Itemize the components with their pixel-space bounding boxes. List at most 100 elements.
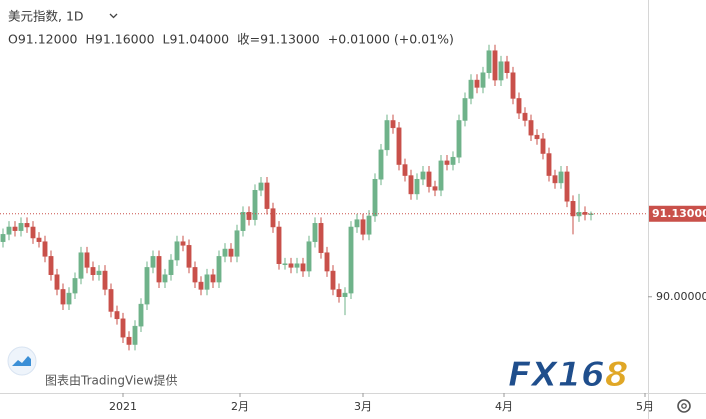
candle-body — [48, 256, 54, 275]
legend-item: 收=91.13000 — [237, 32, 320, 47]
interval-chevron[interactable] — [109, 13, 118, 19]
legend-item: H91.16000 — [85, 32, 154, 47]
candle-body — [444, 160, 450, 165]
candle-body — [414, 178, 420, 195]
candle-body — [306, 241, 312, 272]
candle-body — [66, 292, 72, 305]
candle-body — [348, 226, 354, 294]
candle-body — [252, 190, 258, 220]
candle-body — [138, 303, 144, 327]
tradingview-icon — [7, 346, 37, 376]
last-price-label: 91.13000 — [652, 207, 706, 220]
candle-body — [474, 79, 480, 88]
candle-body — [366, 215, 372, 235]
candle-body — [426, 171, 432, 187]
candle-body — [540, 138, 546, 154]
candle-body — [174, 241, 180, 261]
candle-body — [84, 252, 90, 268]
candle-body — [438, 160, 444, 191]
candle-body — [408, 175, 414, 195]
candle-body — [420, 171, 426, 180]
candle-body — [216, 256, 222, 283]
candle-body — [228, 248, 234, 257]
candle-body — [360, 219, 366, 235]
candle-body — [486, 50, 492, 73]
logo-accent: 8 — [605, 355, 629, 395]
candle-body — [492, 50, 498, 81]
candle-body — [402, 164, 408, 176]
candle-body — [378, 149, 384, 180]
plot-area — [0, 44, 648, 351]
candle-body — [162, 274, 168, 283]
candle-body — [42, 241, 48, 257]
candle-body — [78, 252, 84, 279]
candle-body — [120, 318, 126, 338]
x-tick-label: 3月 — [354, 400, 372, 413]
candle-body — [294, 263, 300, 268]
candle-body — [282, 263, 288, 265]
candle-body — [198, 281, 204, 290]
candle-body — [564, 171, 570, 202]
candle-body — [396, 127, 402, 165]
logo: FX168 — [508, 355, 628, 395]
candle-body — [270, 208, 276, 228]
candle-body — [342, 292, 348, 298]
candle-body — [432, 186, 438, 191]
candle-body — [96, 270, 102, 275]
candle-body — [384, 120, 390, 151]
candle-body — [144, 267, 150, 305]
candle-body — [264, 182, 270, 209]
candle-body — [114, 311, 120, 320]
last-price-box — [649, 205, 706, 222]
legend-item: L91.04000 — [163, 32, 230, 47]
candle-body — [156, 256, 162, 283]
candle-body — [12, 226, 18, 231]
candle-body — [24, 223, 30, 228]
candle-body — [528, 120, 534, 136]
candle-body — [60, 289, 66, 305]
x-tick-label: 2月 — [231, 400, 249, 413]
candle-body — [132, 325, 138, 345]
candle-body — [126, 336, 132, 345]
attribution: 图表由TradingView提供 — [45, 373, 178, 388]
candle-body — [150, 256, 156, 268]
ohlc-legend: O91.12000 H91.16000 L91.04000 收=91.13000 +0.… — [8, 32, 454, 47]
legend-item: +0.01000 (+0.01%) — [328, 32, 454, 47]
x-tick-label: 4月 — [495, 400, 513, 413]
x-tick-label: 5月 — [636, 400, 654, 413]
chart-title: 美元指数, 1D — [8, 9, 84, 24]
candle-body — [450, 156, 456, 165]
candle-body — [30, 226, 36, 239]
candle-body — [222, 248, 228, 257]
candle-body — [312, 223, 318, 242]
candle-body — [180, 241, 186, 246]
candle-body — [0, 234, 6, 242]
candle-body — [240, 212, 246, 231]
y-tick-label: 90.00000 — [656, 290, 706, 303]
candle-body — [318, 223, 324, 253]
candle-body — [510, 72, 516, 99]
candle-body — [522, 112, 528, 121]
candle-body — [246, 212, 252, 220]
candle-body — [390, 120, 396, 129]
logo-main: FX16 — [508, 355, 605, 395]
candle-body — [534, 134, 540, 140]
candle-body — [210, 274, 216, 283]
settings-icon[interactable] — [677, 399, 691, 413]
legend-item: O91.12000 — [8, 32, 78, 47]
candle-body — [354, 219, 360, 228]
candle-body — [54, 274, 60, 290]
candle-body — [300, 263, 306, 272]
candle-body — [324, 252, 330, 272]
candle-body — [330, 270, 336, 290]
candle-body — [192, 267, 198, 283]
candle-body — [288, 263, 294, 268]
candle-body — [516, 98, 522, 114]
candle-body — [276, 226, 282, 264]
candle-body — [558, 171, 564, 184]
candle-body — [456, 120, 462, 158]
candle-body — [552, 175, 558, 184]
candle-body — [108, 289, 114, 312]
candle-body — [498, 61, 504, 81]
